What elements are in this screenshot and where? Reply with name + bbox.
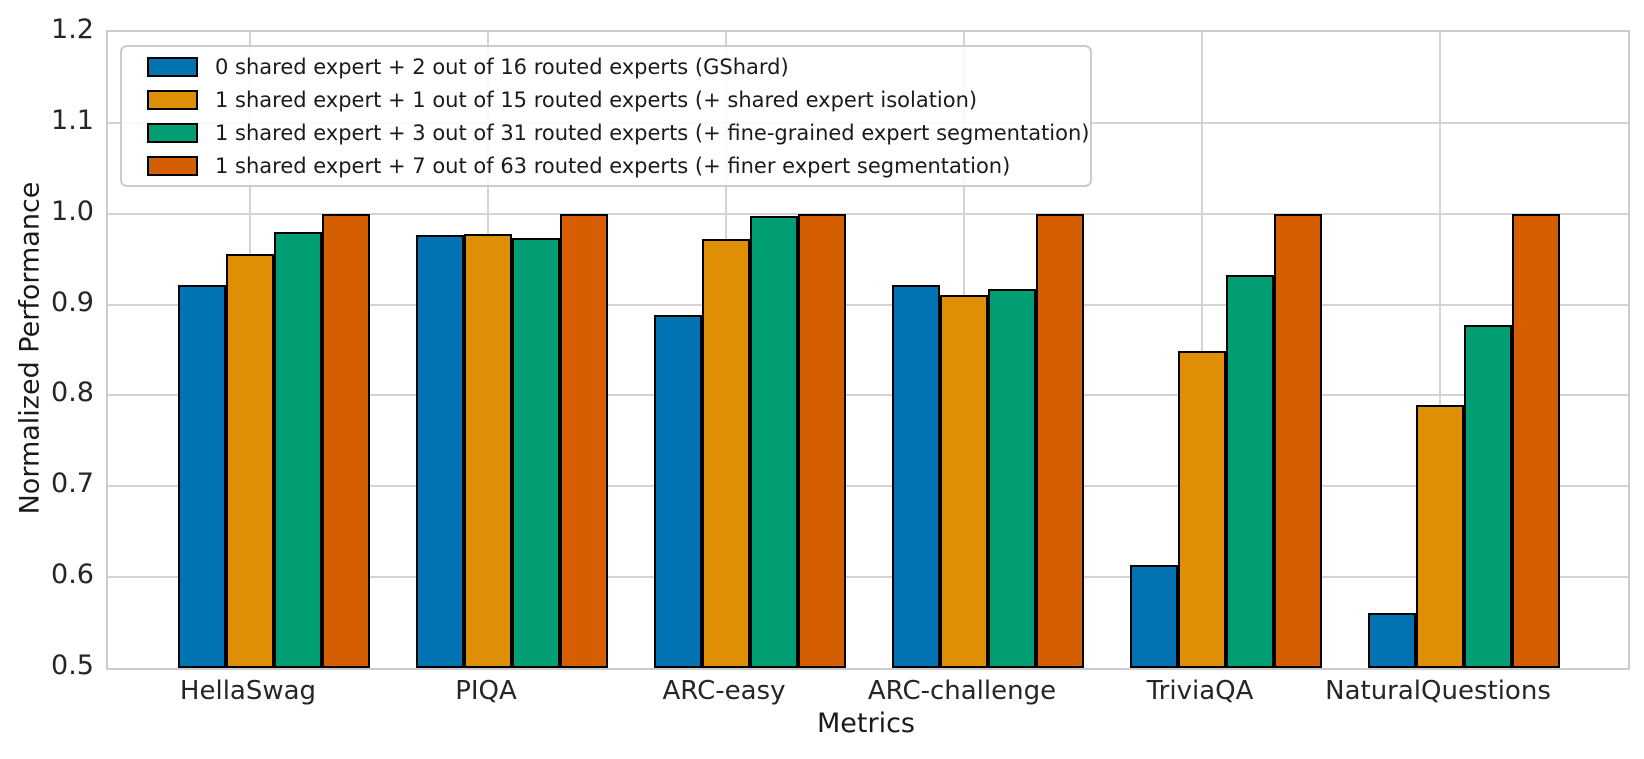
bar-ARC-easy-series2	[750, 215, 798, 668]
y-axis-label: Normalized Performance	[14, 181, 46, 515]
legend-item: 1 shared expert + 7 out of 63 routed exp…	[147, 149, 1090, 182]
y-tick-label: 0.6	[51, 559, 94, 591]
bar-NaturalQuestions-series2	[1464, 325, 1512, 668]
x-tick-label-ARC-easy: ARC-easy	[662, 676, 786, 706]
bar-HellaSwag-series1	[226, 253, 274, 668]
x-tick-label-ARC-challenge: ARC-challenge	[867, 676, 1057, 706]
legend-swatch-icon	[147, 56, 198, 77]
bar-TriviaQA-series3	[1274, 213, 1322, 668]
legend-swatch-icon	[147, 155, 198, 176]
y-gridline	[108, 394, 1628, 397]
bar-ARC-challenge-series1	[940, 294, 988, 668]
y-gridline	[108, 303, 1628, 306]
y-gridline	[108, 212, 1628, 215]
bar-PIQA-series2	[512, 238, 560, 668]
bar-TriviaQA-series1	[1178, 350, 1226, 668]
x-tick-label-TriviaQA: TriviaQA	[1146, 676, 1254, 706]
legend-swatch-icon	[147, 122, 198, 143]
legend-label: 0 shared expert + 2 out of 16 routed exp…	[215, 54, 789, 79]
y-tick-label: 0.5	[51, 650, 94, 681]
bar-ARC-easy-series1	[702, 239, 750, 668]
bar-ARC-easy-series0	[654, 314, 702, 668]
y-tick-label: 0.9	[51, 286, 94, 318]
y-tick-label: 0.7	[51, 468, 94, 500]
bar-HellaSwag-series0	[178, 284, 226, 668]
bar-PIQA-series3	[560, 213, 608, 668]
legend-item: 1 shared expert + 3 out of 31 routed exp…	[147, 116, 1090, 149]
legend-item: 1 shared expert + 1 out of 15 routed exp…	[147, 83, 1090, 116]
y-tick-label: 0.8	[51, 377, 94, 409]
x-tick-label-HellaSwag: HellaSwag	[179, 676, 317, 706]
bar-ARC-challenge-series3	[1036, 213, 1084, 668]
legend: 0 shared expert + 2 out of 16 routed exp…	[120, 45, 1092, 187]
legend-swatch-icon	[147, 89, 198, 110]
bar-ARC-challenge-series2	[988, 289, 1036, 668]
legend-item: 0 shared expert + 2 out of 16 routed exp…	[147, 50, 1090, 83]
y-gridline	[108, 485, 1628, 488]
bar-PIQA-series1	[464, 233, 512, 668]
bar-PIQA-series0	[416, 234, 464, 668]
bar-HellaSwag-series3	[322, 213, 370, 668]
bar-TriviaQA-series2	[1226, 274, 1274, 668]
bar-NaturalQuestions-series1	[1416, 405, 1464, 668]
x-tick-label-NaturalQuestions: NaturalQuestions	[1325, 676, 1551, 706]
y-tick-label: 1.2	[51, 14, 94, 45]
bar-HellaSwag-series2	[274, 231, 322, 668]
x-gridline	[1439, 32, 1441, 668]
y-gridline	[108, 576, 1628, 579]
bar-ARC-challenge-series0	[892, 285, 940, 668]
bar-NaturalQuestions-series3	[1512, 213, 1560, 668]
x-gridline	[1201, 32, 1203, 668]
bar-ARC-easy-series3	[798, 213, 846, 668]
x-axis-label: Metrics	[816, 708, 915, 739]
plot-area: 0 shared expert + 2 out of 16 routed exp…	[106, 30, 1630, 670]
bar-NaturalQuestions-series0	[1368, 612, 1416, 668]
x-tick-label-PIQA: PIQA	[455, 676, 517, 706]
y-tick-label: 1.0	[51, 195, 94, 227]
y-tick-label: 1.1	[51, 104, 94, 136]
legend-label: 1 shared expert + 1 out of 15 routed exp…	[215, 87, 978, 112]
legend-label: 1 shared expert + 7 out of 63 routed exp…	[215, 153, 1011, 178]
legend-label: 1 shared expert + 3 out of 31 routed exp…	[215, 120, 1090, 145]
bar-TriviaQA-series0	[1130, 565, 1178, 668]
